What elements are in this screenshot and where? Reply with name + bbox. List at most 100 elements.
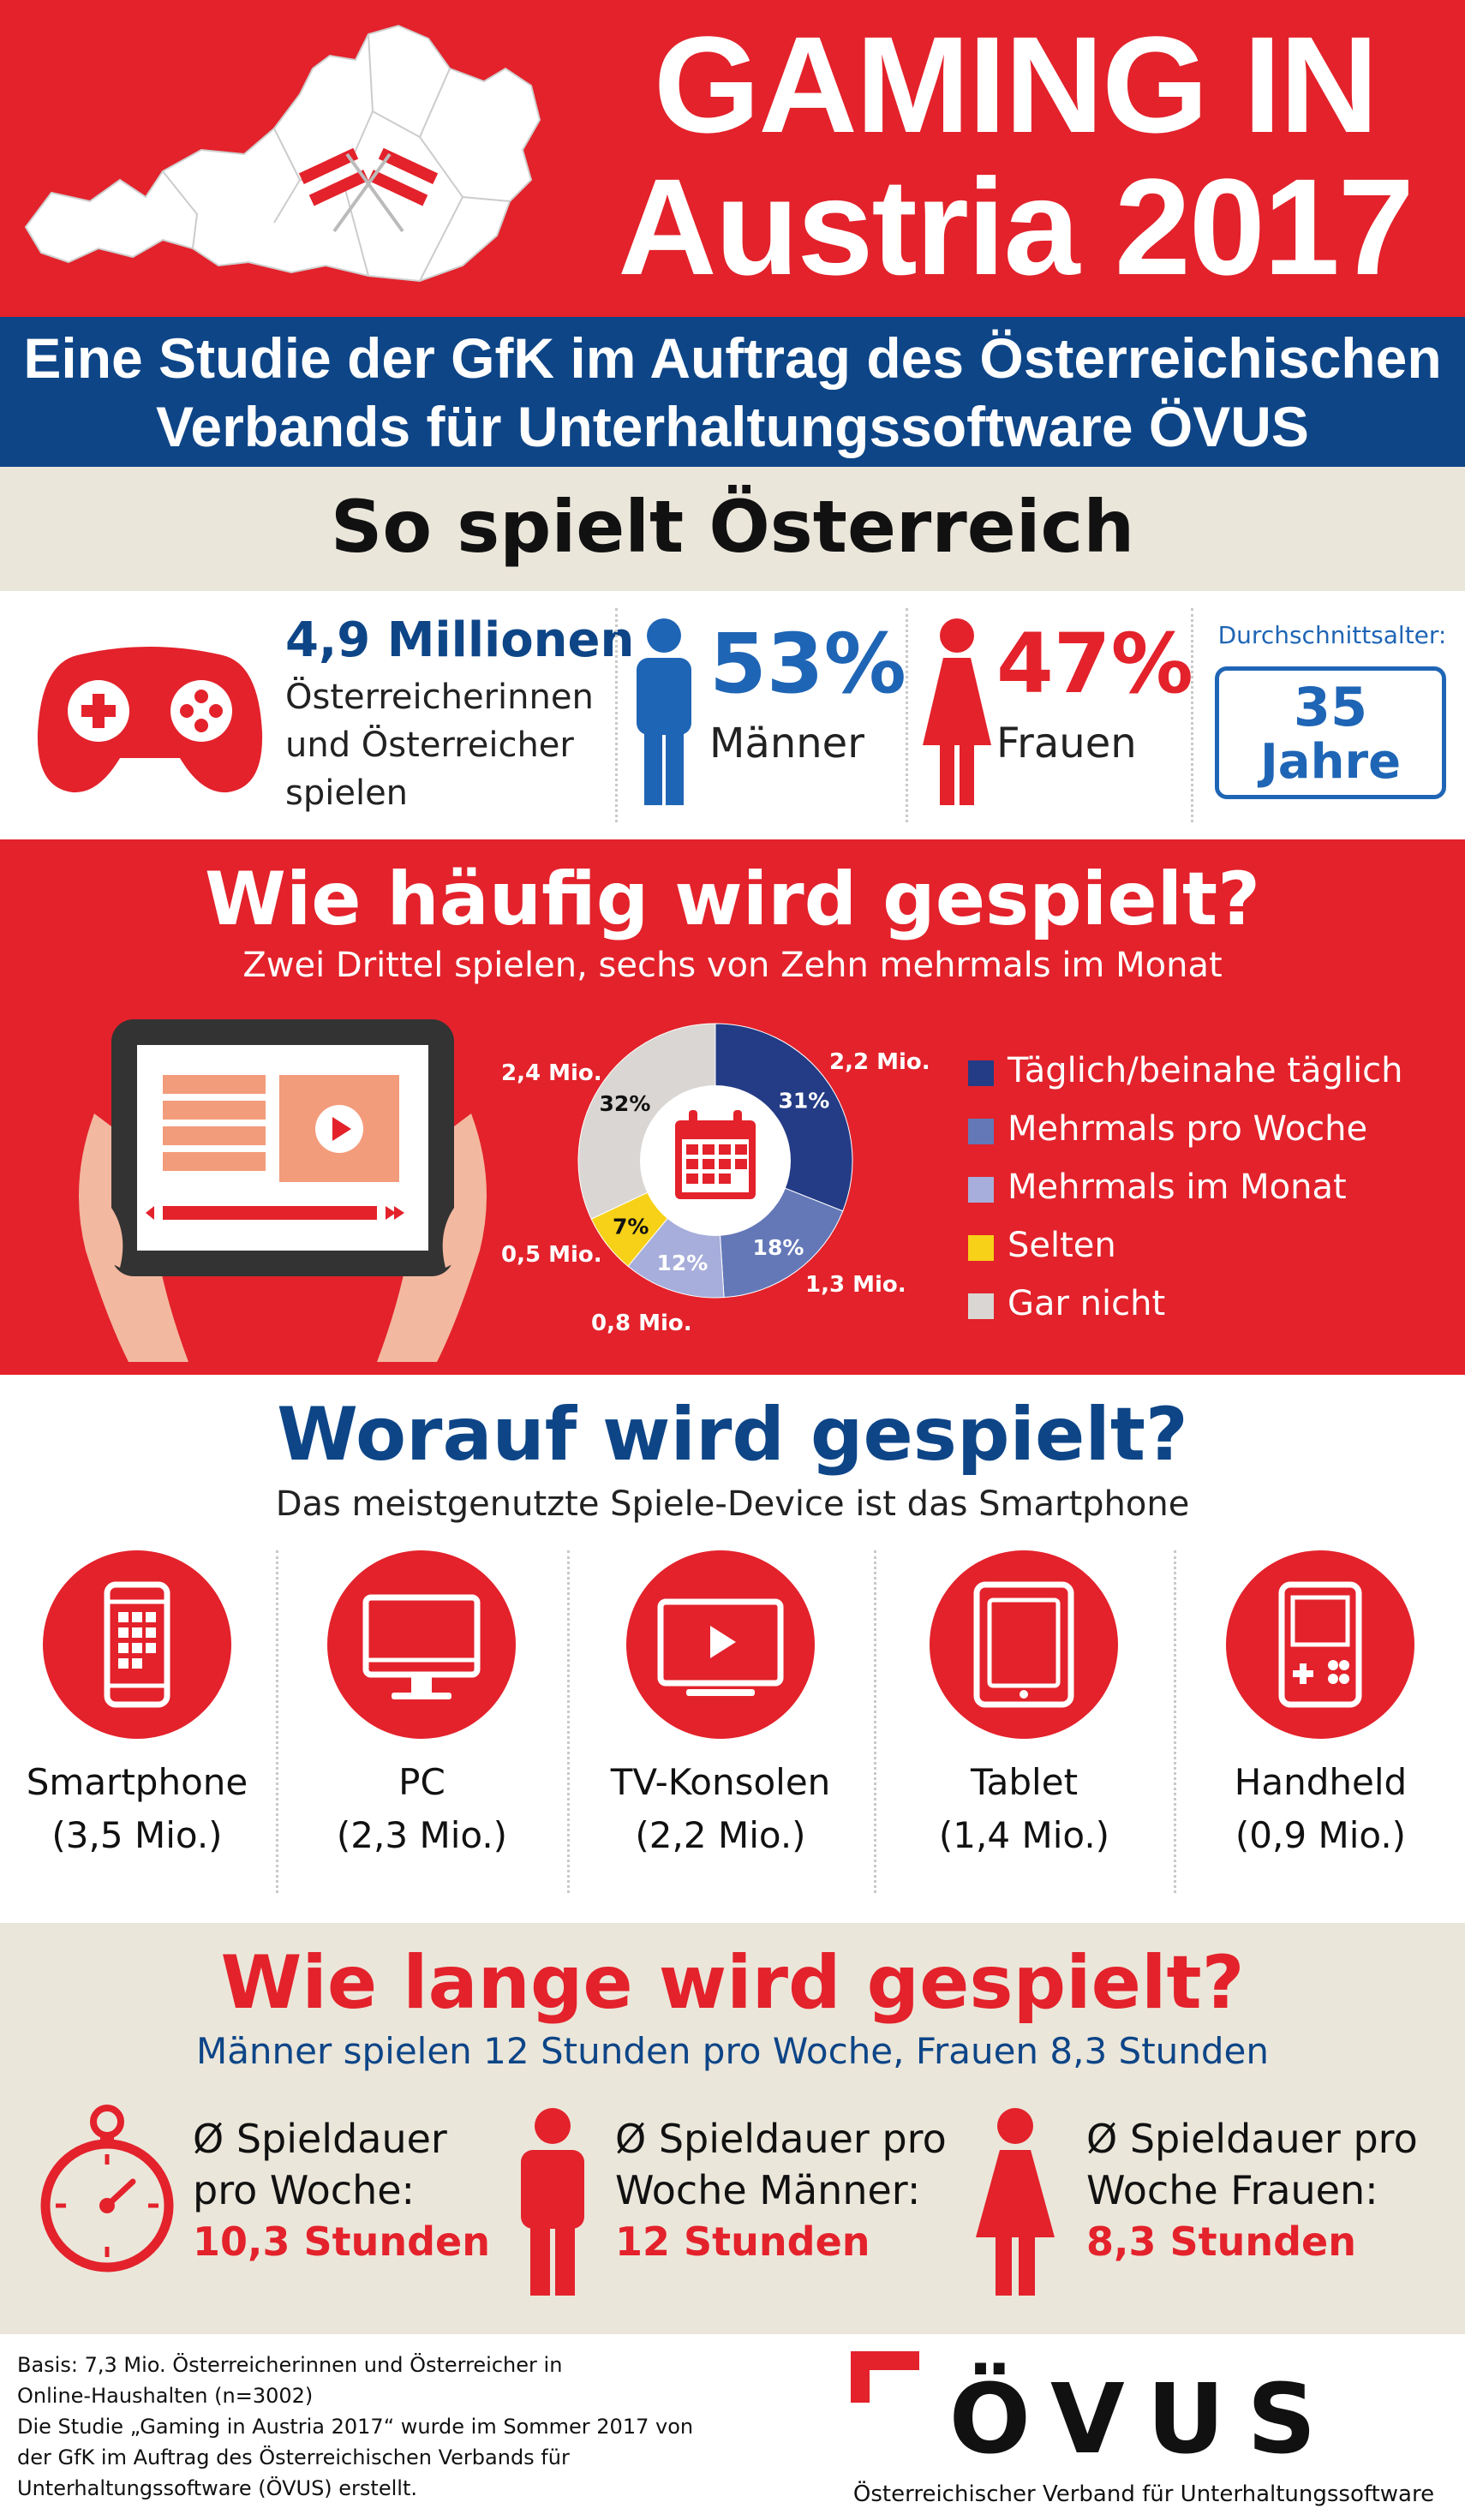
device-value: (1,4 Mio.) (938, 1814, 1110, 1856)
pc-monitor-icon (327, 1550, 516, 1739)
donut-abs-label-daily: 2,2 Mio. (829, 1049, 930, 1075)
duration-all-line2: pro Woche: (193, 2167, 416, 2213)
duration-women-value: 8,3 Stunden (1086, 2218, 1356, 2265)
donut-abs-label-weekly: 1,3 Mio. (805, 1272, 906, 1298)
device-value: (2,2 Mio.) (635, 1814, 806, 1856)
divider (1191, 608, 1193, 822)
duration-women-line1: Ø Spieldauer pro (1086, 2116, 1418, 2162)
tablet-video-icon (79, 1019, 487, 1362)
men-percentage: 53% (709, 616, 906, 712)
tablet-icon (930, 1550, 1118, 1739)
logo-red-bar (851, 2351, 870, 2403)
male-figure-icon (521, 2108, 584, 2296)
footer: Basis: 7,3 Mio. Österreicherinnen und Ös… (0, 2334, 1465, 2520)
subtitle-line1: Eine Studie der GfK im Auftrag des Öster… (23, 326, 1442, 390)
legend-label: Mehrmals im Monat (1008, 1167, 1347, 1207)
duration-men-line1: Ø Spieldauer pro (615, 2116, 947, 2162)
frequency-subheading: Zwei Drittel spielen, sechs von Zehn meh… (242, 946, 1223, 985)
org-name: Österreichischer Verband für Unterhaltun… (852, 2481, 1435, 2507)
women-percentage: 47% (996, 616, 1193, 712)
legend-swatch (968, 1119, 994, 1144)
duration-heading: Wie lange wird gespielt? (220, 1940, 1245, 2026)
device-value: (0,9 Mio.) (1235, 1814, 1407, 1856)
legend-swatch (968, 1235, 994, 1261)
duration-section: Wie lange wird gespielt? Männer spielen … (0, 1923, 1465, 2334)
male-figure-icon (637, 618, 691, 805)
device-name: TV-Konsolen (610, 1761, 831, 1803)
austria-map-icon (24, 24, 541, 283)
subtitle-line2: Verbands für Unterhaltungssoftware ÖVUS (156, 395, 1309, 458)
device-name: Handheld (1234, 1761, 1408, 1803)
header-banner: GAMING IN Austria 2017 (0, 0, 1465, 317)
overview-heading-band: So spielt Österreich (0, 467, 1465, 591)
gamepad-icon (37, 647, 263, 793)
devices-subheading: Das meistgenutzte Spiele-Device ist das … (275, 1484, 1190, 1524)
donut-pct-label-daily: 31% (778, 1089, 829, 1114)
device-name: PC (398, 1761, 445, 1803)
players-text-line1: Österreicherinnen (285, 678, 594, 717)
device-value: (2,3 Mio.) (336, 1814, 508, 1856)
calendar-icon (675, 1110, 756, 1199)
players-text-line3: spielen (285, 773, 409, 813)
logo-text: ÖVUS (948, 2364, 1339, 2475)
donut-pct-label-weekly: 18% (753, 1235, 804, 1260)
legend-swatch (968, 1293, 994, 1319)
players-count: 4,9 Millionen (285, 612, 635, 668)
device-value: (3,5 Mio.) (51, 1814, 223, 1856)
handheld-icon (1226, 1550, 1414, 1739)
divider (1174, 1550, 1176, 1893)
devices-heading: Worauf wird gespielt? (277, 1392, 1188, 1478)
donut-abs-label-never: 2,4 Mio. (501, 1060, 602, 1086)
frequency-section: Wie häufig wird gespielt? Zwei Drittel s… (0, 839, 1465, 1375)
age-box: 35 Jahre (1215, 666, 1446, 799)
legend-label: Selten (1008, 1226, 1116, 1265)
subtitle-band: Eine Studie der GfK im Auftrag des Öster… (0, 317, 1465, 467)
footer-basis-line1: Basis: 7,3 Mio. Österreicherinnen und Ös… (17, 2353, 563, 2377)
donut-pct-label-monthly: 12% (656, 1251, 708, 1275)
duration-women-line2: Woche Frauen: (1086, 2167, 1378, 2213)
overview-stats: 4,9 Millionen Österreicherinnen und Öste… (0, 591, 1465, 839)
overview-heading: So spielt Österreich (330, 485, 1135, 569)
device-name: Smartphone (26, 1761, 248, 1803)
smartphone-icon (43, 1550, 231, 1739)
duration-men-value: 12 Stunden (615, 2218, 870, 2265)
footer-basis-line2: Online-Haushalten (n=3002) (17, 2384, 314, 2408)
men-label: Männer (709, 720, 864, 767)
duration-all-line1: Ø Spieldauer (193, 2116, 447, 2162)
female-figure-icon (923, 618, 991, 805)
donut-abs-label-rarely: 0,5 Mio. (501, 1242, 602, 1268)
frequency-legend: Täglich/beinahe täglich Mehrmals pro Woch… (968, 1049, 1448, 1341)
ovus-logo: ÖVUS (844, 2344, 1444, 2473)
legend-swatch (968, 1177, 994, 1203)
legend-label: Mehrmals pro Woche (1008, 1109, 1368, 1149)
main-title-line1: GAMING IN (653, 8, 1378, 161)
footer-note-line3: Unterhaltungssoftware (ÖVUS) erstellt. (17, 2476, 417, 2500)
duration-subheading: Männer spielen 12 Stunden pro Woche, Fra… (195, 2030, 1270, 2072)
divider (567, 1550, 570, 1893)
age-label: Durchschnittsalter: (1217, 621, 1447, 649)
divider (276, 1550, 278, 1893)
age-unit: Jahre (1259, 734, 1402, 790)
duration-all-value: 10,3 Stunden (193, 2218, 490, 2265)
device-name: Tablet (970, 1761, 1079, 1803)
divider (874, 1550, 876, 1893)
legend-label: Täglich/beinahe täglich (1008, 1051, 1403, 1090)
footer-note-line1: Die Studie „Gaming in Austria 2017“ wurd… (17, 2415, 694, 2439)
tv-console-icon (626, 1550, 815, 1739)
donut-pct-label-rarely: 7% (613, 1215, 649, 1239)
female-figure-icon (976, 2108, 1055, 2296)
women-label: Frauen (996, 720, 1137, 767)
donut-pct-label-never: 32% (600, 1091, 651, 1116)
austria-flags-icon (298, 147, 439, 233)
duration-men-line2: Woche Männer: (615, 2167, 921, 2213)
age-value: 35 (1293, 676, 1368, 738)
stopwatch-icon (40, 2105, 174, 2272)
players-text-line2: und Österreicher (285, 726, 574, 765)
divider (615, 608, 618, 822)
frequency-donut-chart: 31% 18% 12% 7% 32% (577, 1023, 853, 1299)
frequency-heading: Wie häufig wird gespielt? (204, 857, 1261, 942)
legend-label: Gar nicht (1008, 1284, 1166, 1323)
legend-swatch (968, 1060, 994, 1086)
divider (906, 608, 908, 822)
devices-section: Worauf wird gespielt? Das meistgenutzte … (0, 1375, 1465, 1923)
